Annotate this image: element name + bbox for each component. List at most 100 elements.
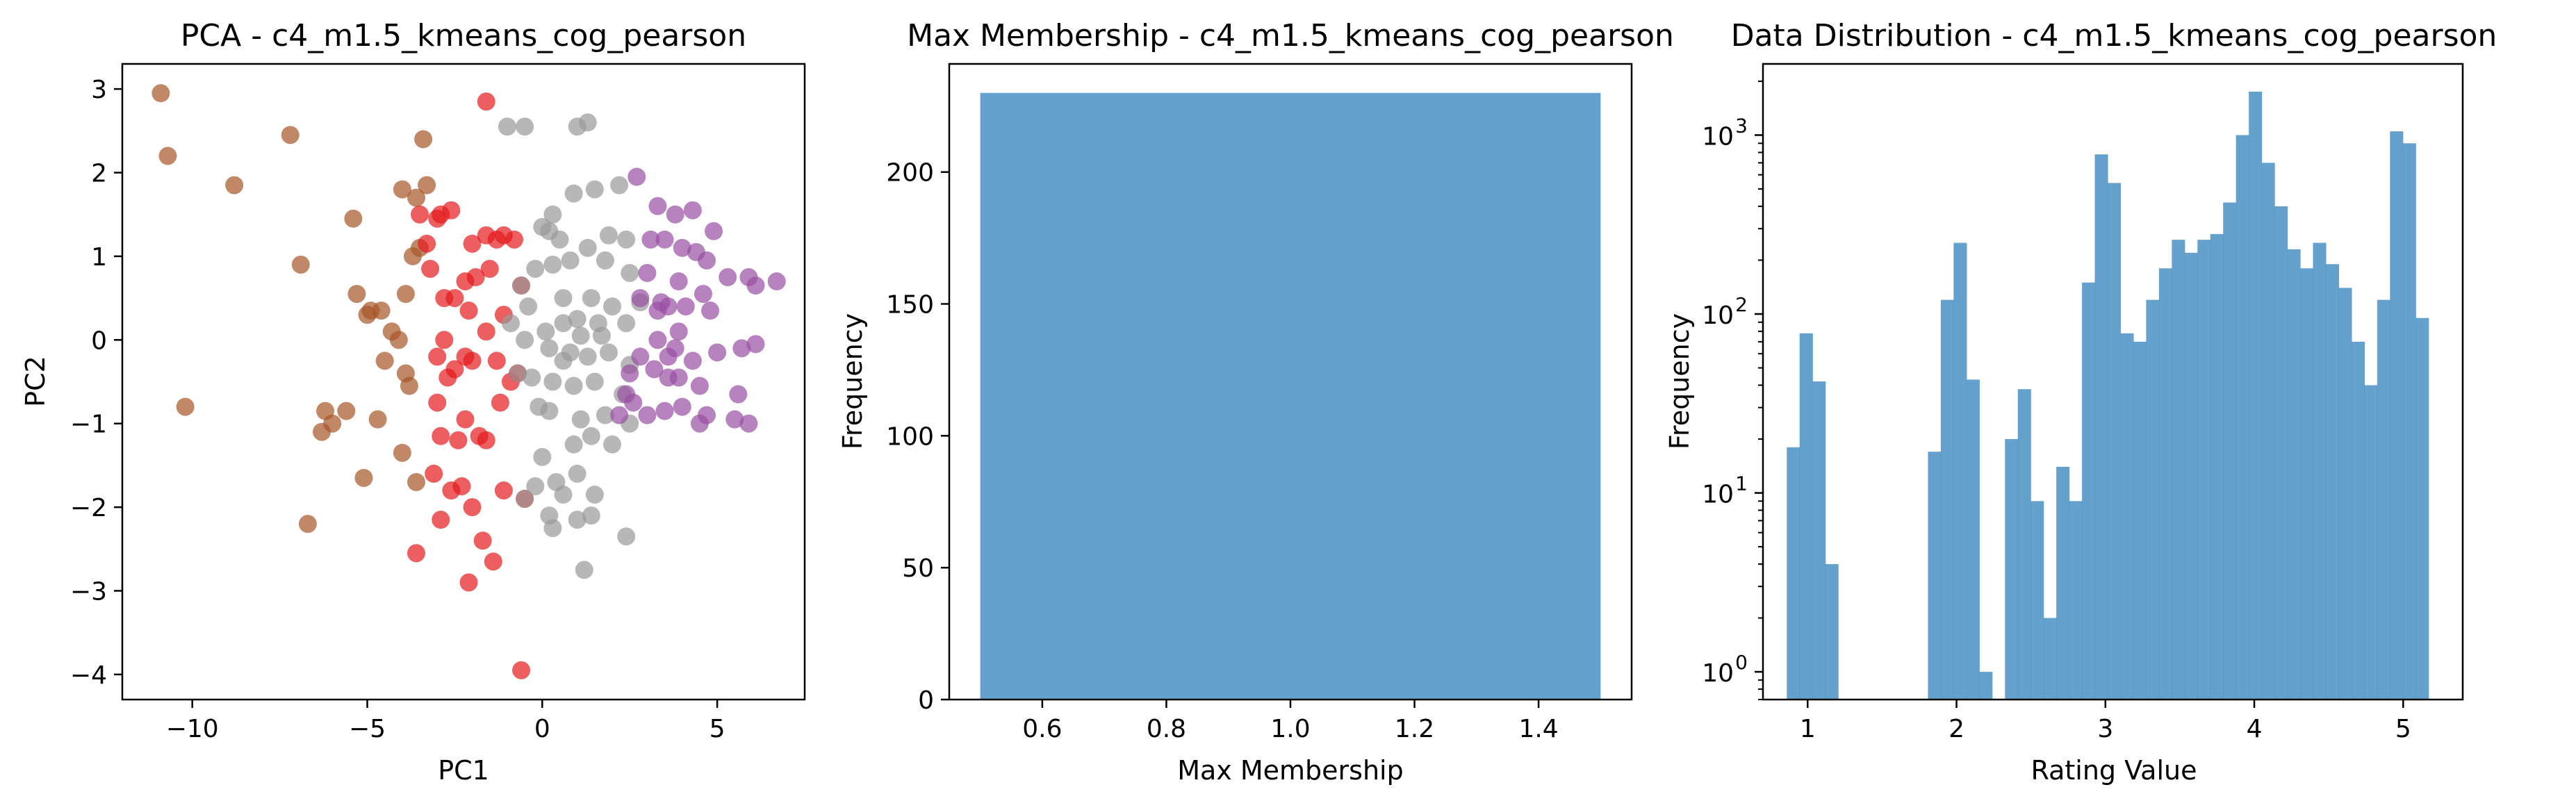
pca-point: [617, 527, 636, 546]
pca-point: [480, 259, 499, 278]
pca-point: [550, 230, 569, 249]
pca-point: [473, 531, 492, 550]
distribution-bar: [1825, 564, 1839, 700]
pca-point: [407, 544, 426, 563]
pca-point: [694, 285, 712, 304]
pca-point: [732, 339, 751, 358]
pca-point: [501, 314, 520, 333]
distribution-bar: [2082, 282, 2096, 700]
max-membership-x-tick-label: 1.2: [1395, 715, 1434, 743]
distribution-bar: [1787, 447, 1800, 700]
pca-point: [456, 410, 475, 429]
pca-point: [407, 188, 426, 207]
pca-y-tick-label: −1: [70, 411, 107, 439]
pca-point: [452, 477, 471, 495]
pca-point: [564, 377, 583, 395]
pca-point: [571, 410, 590, 429]
pca-point: [578, 113, 597, 132]
pca-point: [617, 314, 636, 333]
distribution-bar: [1812, 381, 1826, 700]
pca-point: [610, 406, 629, 424]
pca-y-tick-label: 1: [91, 243, 107, 272]
pca-x-tick-label: 0: [534, 715, 550, 743]
pca-point: [603, 435, 622, 454]
data-distribution-y-tick-base: 10: [1702, 301, 1734, 330]
data-distribution-x-tick-label: 5: [2395, 715, 2411, 743]
pca-point: [673, 238, 691, 257]
pca-point: [585, 372, 604, 391]
pca-point: [655, 230, 674, 249]
distribution-bar: [2133, 341, 2147, 700]
pca-point: [690, 414, 709, 433]
pca-point: [512, 661, 531, 679]
data-distribution-y-tick-exponent: 1: [1735, 472, 1748, 495]
max-membership-y-tick-label: 200: [886, 159, 934, 188]
max-membership-y-ticks: 0 50 100 150 200: [886, 159, 949, 715]
pca-point: [484, 552, 502, 571]
pca-point: [347, 285, 366, 304]
distribution-bar: [2158, 268, 2172, 700]
pca-points: [151, 84, 786, 679]
distribution-bar: [2120, 333, 2134, 700]
pca-point: [697, 251, 716, 270]
pca-point: [459, 573, 478, 592]
distribution-bar: [2338, 288, 2352, 700]
pca-point: [683, 352, 702, 370]
data-distribution-x-axis-label: Rating Value: [2031, 755, 2197, 786]
pca-point: [641, 230, 660, 249]
pca-point: [648, 331, 667, 349]
pca-point: [225, 176, 244, 195]
pca-point: [414, 130, 433, 149]
pca-point: [564, 184, 583, 203]
distribution-bar: [2287, 249, 2301, 700]
pca-point: [578, 347, 597, 366]
pca-point: [421, 259, 440, 278]
pca-point: [543, 205, 562, 224]
max-membership-y-axis-label: Frequency: [837, 313, 868, 449]
pca-point: [708, 343, 727, 362]
pca-point: [435, 331, 454, 349]
max-membership-bars: [980, 92, 1601, 700]
pca-x-tick-label: −10: [166, 715, 219, 743]
pca-point: [442, 201, 461, 220]
pca-point: [536, 322, 555, 341]
pca-point: [449, 431, 468, 449]
pca-point: [428, 347, 447, 366]
pca-point: [418, 234, 436, 253]
distribution-bar: [2031, 501, 2044, 700]
pca-point: [617, 230, 636, 249]
pca-point: [669, 272, 688, 291]
data-distribution-y-tick-exponent: 3: [1735, 114, 1748, 137]
pca-point: [509, 364, 527, 383]
distribution-bar: [2364, 385, 2378, 700]
distribution-bar: [1928, 452, 1942, 700]
pca-point: [767, 272, 786, 291]
pca-point: [683, 201, 702, 220]
pca-point: [512, 276, 531, 295]
pca-point: [610, 176, 629, 195]
pca-point: [690, 377, 709, 395]
pca-x-tick-label: 5: [709, 715, 725, 743]
pca-point: [354, 468, 373, 487]
pca-point: [158, 147, 177, 165]
pca-point: [578, 238, 597, 257]
max-membership-y-tick-label: 150: [886, 290, 934, 319]
max-membership-plot-frame: [948, 63, 1633, 701]
distribution-bar: [2043, 618, 2057, 700]
pca-point: [435, 289, 454, 308]
distribution-bar: [2415, 317, 2429, 700]
pca-point: [543, 519, 562, 538]
distribution-bar: [2146, 299, 2160, 700]
pca-point: [368, 410, 387, 429]
distribution-bar: [2313, 242, 2327, 700]
distribution-bar: [2056, 466, 2070, 700]
distribution-bar: [2235, 135, 2249, 700]
pca-point: [463, 234, 482, 253]
pca-point: [729, 385, 748, 404]
pca-point: [705, 222, 723, 240]
pca-point: [505, 230, 524, 249]
pca-point: [543, 255, 562, 274]
max-membership-bar: [980, 92, 1601, 700]
pca-point: [519, 297, 538, 316]
